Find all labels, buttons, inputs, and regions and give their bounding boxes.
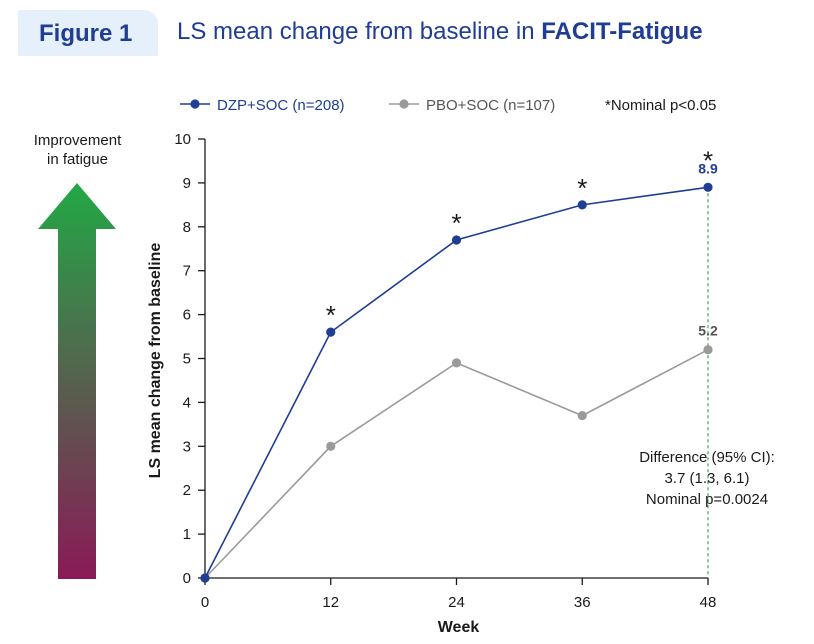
chart-legend: DZP+SOC (n=208) PBO+SOC (n=107) *Nominal p…: [180, 97, 716, 114]
improvement-arrow-label: Improvement in fatigue: [10, 131, 145, 169]
improvement-label-line1: Improvement: [33, 132, 122, 149]
series-point-0: [703, 182, 713, 192]
significance-star: *: [326, 300, 336, 330]
y-tick-label: 5: [183, 351, 191, 368]
series-line-0: [204, 186, 709, 579]
data-label: 8.9: [698, 160, 718, 176]
improvement-label-line2: in fatigue: [47, 151, 108, 168]
x-tick-label: 24: [448, 594, 465, 611]
legend-marker-1: [399, 99, 409, 109]
series-point-0: [577, 200, 587, 210]
y-tick-label: 6: [183, 307, 191, 324]
legend-label-0: DZP+SOC (n=208): [217, 97, 345, 114]
series-point-0: [451, 235, 462, 245]
series-point-1: [703, 345, 713, 355]
arrow-shape: [38, 183, 116, 579]
series-point-1: [326, 441, 336, 451]
legend-label-1: PBO+SOC (n=107): [426, 97, 555, 114]
x-tick-label: 36: [574, 594, 591, 611]
legend-footnote: *Nominal p<0.05: [605, 97, 716, 114]
x-tick-label: 0: [201, 594, 209, 611]
x-tick-label: 12: [322, 594, 339, 611]
title-prefix: LS mean change from baseline in: [177, 18, 542, 45]
difference-annotation-line-3: Nominal p=0.0024: [646, 491, 768, 508]
figure-label-tab: Figure 1: [18, 10, 158, 56]
series-point-0: [200, 573, 210, 583]
title-bold: FACIT-Fatigue: [541, 18, 703, 45]
y-tick-label: 0: [183, 570, 191, 587]
significance-star: *: [451, 208, 461, 238]
series-point-1: [577, 410, 587, 421]
legend-marker-0: [190, 99, 200, 109]
significance-star: *: [577, 173, 587, 203]
y-tick-label: 1: [183, 526, 191, 543]
difference-annotation-line-1: Difference (95% CI):: [639, 449, 775, 466]
significance-star: *: [703, 145, 713, 175]
y-tick-label: 2: [183, 482, 191, 499]
y-tick-label: 3: [183, 438, 191, 455]
difference-annotation-line-2: 3.7 (1.3, 6.1): [664, 470, 749, 487]
series-line-1: [204, 349, 709, 579]
chart-plot-area: ****8.95.2: [200, 145, 718, 583]
data-label: 5.2: [698, 323, 718, 339]
series-point-0: [326, 327, 336, 337]
figure-label: Figure 1: [39, 20, 133, 47]
figure-title: LS mean change from baseline in FACIT-Fa…: [177, 18, 703, 46]
y-tick-label: 9: [183, 175, 191, 192]
x-axis-title: Week: [438, 619, 480, 636]
series-point-1: [451, 358, 462, 368]
y-tick-label: 7: [183, 263, 191, 280]
y-axis-title: LS mean change from baseline: [147, 243, 164, 479]
y-tick-label: 10: [174, 131, 191, 148]
chart-annotations: Difference (95% CI): 3.7 (1.3, 6.1) Nomina…: [639, 449, 775, 508]
y-tick-label: 4: [183, 394, 191, 411]
y-tick-label: 8: [183, 219, 191, 236]
x-tick-label: 48: [700, 594, 717, 611]
